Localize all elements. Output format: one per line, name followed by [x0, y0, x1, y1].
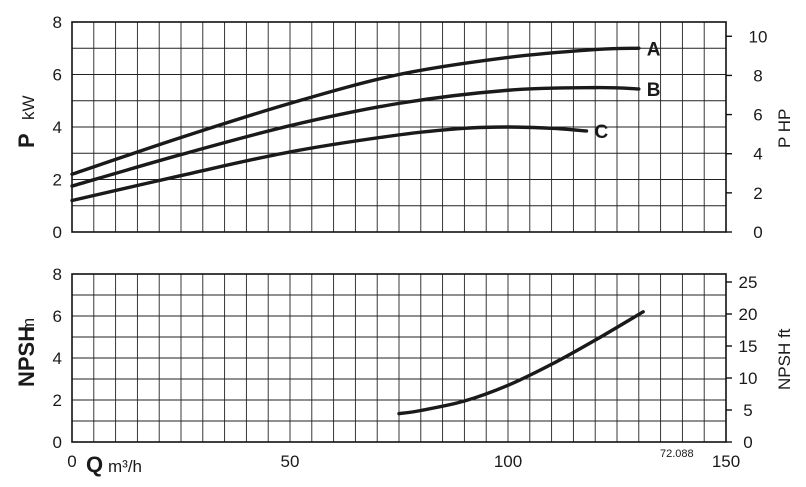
npsh-ft-tick: 20 — [739, 305, 758, 324]
power-kw-tick: 6 — [53, 66, 62, 85]
power-hp-tick: 4 — [753, 145, 762, 164]
npsh-m-tick: 4 — [53, 349, 62, 368]
power-grid — [71, 21, 727, 233]
npsh-ft-ylabel: NPSH ft — [775, 328, 794, 390]
power-hp-tick: 10 — [749, 27, 768, 46]
npsh-ft-tick: 15 — [739, 337, 758, 356]
power-curve-c — [70, 125, 589, 203]
npsh-curves — [397, 310, 645, 416]
curve-label-b: B — [647, 80, 661, 101]
flow-tick: 50 — [281, 452, 300, 471]
npsh-m-tick: 6 — [53, 307, 62, 326]
npsh-grid — [71, 273, 727, 443]
npsh-frame — [71, 273, 727, 443]
curve-label-c: C — [594, 122, 608, 143]
flow-tick: 0 — [67, 452, 76, 471]
flow-xlabel-symbol: Q — [86, 452, 103, 477]
npsh-ylabel-unit: m — [19, 318, 38, 332]
power-hp-tick: 6 — [753, 106, 762, 125]
npsh-curve — [397, 310, 645, 416]
curve-label-a: A — [647, 39, 661, 60]
power-ylabel-symbol: P — [14, 133, 39, 148]
power-kw-tick: 8 — [53, 13, 62, 32]
npsh-m-tick: 0 — [53, 433, 62, 452]
power-curve-a — [70, 46, 641, 176]
npsh-ft-tick: 5 — [743, 401, 752, 420]
npsh-ylabel-symbol: NPSH — [14, 326, 39, 387]
power-hp-tick: 8 — [753, 66, 762, 85]
power-frame — [71, 21, 727, 233]
power-kw-tick: 4 — [53, 118, 62, 137]
power-hp-ylabel: P HP — [775, 109, 794, 148]
flow-xlabel-unit: m³/h — [108, 457, 142, 476]
power-kw-tick: 0 — [53, 223, 62, 242]
power-kw-tick: 2 — [53, 171, 62, 190]
npsh-ft-tick: 10 — [739, 369, 758, 388]
flow-tick: 100 — [494, 452, 522, 471]
npsh-ft-tick: 0 — [743, 433, 752, 452]
power-hp-tick: 2 — [753, 184, 762, 203]
npsh-ft-tick: 25 — [739, 273, 758, 292]
npsh-m-tick: 8 — [53, 265, 62, 284]
npsh-m-tick: 2 — [53, 391, 62, 410]
flow-tick: 150 — [712, 452, 740, 471]
power-ylabel-unit: kW — [19, 95, 38, 120]
power-curves: AB C — [70, 39, 661, 203]
power-hp-tick: 0 — [753, 223, 762, 242]
power-curve-b — [70, 85, 641, 188]
figure-code: 72.088 — [660, 448, 694, 460]
